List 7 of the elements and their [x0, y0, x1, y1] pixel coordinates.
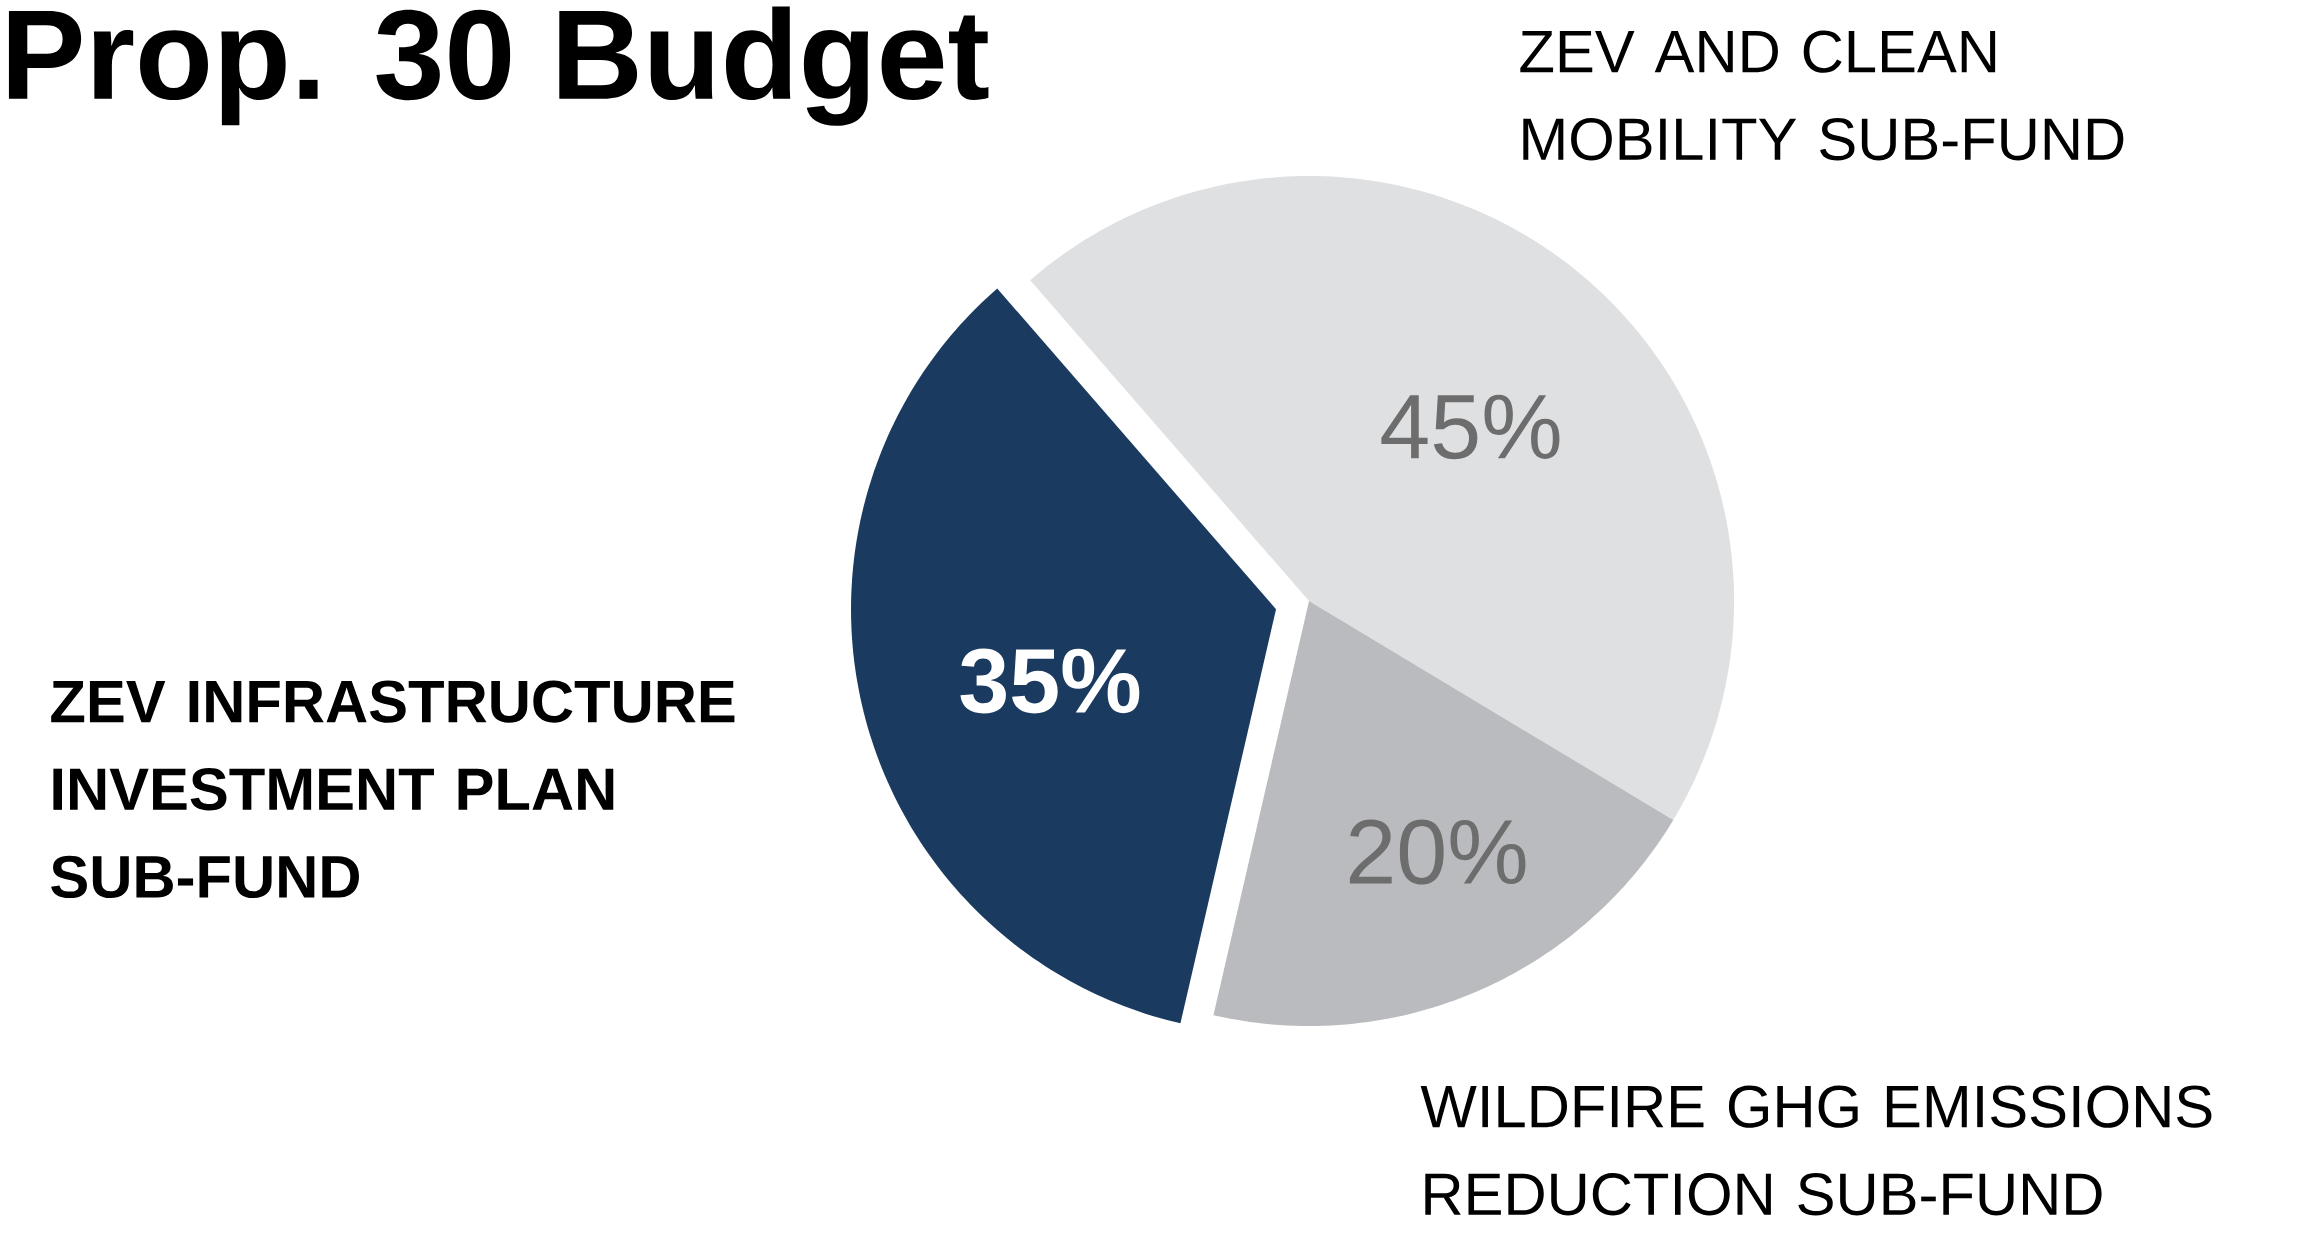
data-label: 20%: [1349, 819, 1526, 885]
slice-label: ZEV INFRASTRUCTURE INVESTMENT PLAN SUB-FUND: [51, 680, 735, 899]
data-label: 45%: [1381, 394, 1560, 460]
data-label: 35%: [960, 648, 1140, 714]
chart-title: Prop. 30 Budget: [8, 6, 989, 126]
slice-label: WILDFIRE GHG EMISSIONS REDUCTION SUB-FUND: [1420, 1085, 2212, 1216]
slice-label: ZEV AND CLEAN MOBILITY SUB-FUND: [1520, 30, 2124, 161]
